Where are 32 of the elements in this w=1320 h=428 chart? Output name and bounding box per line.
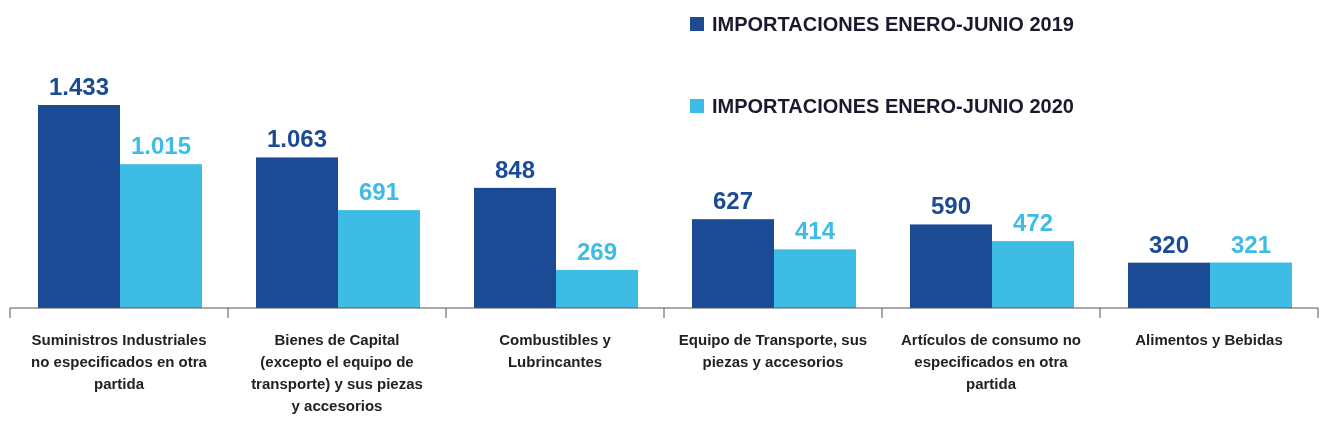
x-tick-label: Artículos de consumo no especificados en otra partida [900,331,1082,392]
data-label: 1.063 [266,125,328,153]
legend-label: IMPORTACIONES ENERO-JUNIO 2020 [712,95,1074,117]
data-label: 414 [794,217,836,245]
data-label: 269 [576,237,618,265]
bar [38,105,120,308]
x-tick-label: Equipo de Transporte, sus piezas y accesorios [678,331,868,370]
x-tick-label: Suministros Industriales no especificados en otra partida [31,331,208,392]
data-label: 472 [1012,209,1054,237]
bar [1128,262,1210,308]
bar [338,210,420,308]
x-tick-label: Alimentos y Bebidas [1135,331,1283,348]
bar [556,269,638,308]
data-label: 321 [1230,230,1272,258]
data-label: 1.015 [130,132,192,160]
bar [992,241,1074,308]
bar [120,164,202,308]
legend-label: IMPORTACIONES ENERO-JUNIO 2019 [712,13,1074,35]
data-label: 1.433 [48,73,110,100]
bar [910,224,992,308]
bar [774,249,856,308]
data-label: 627 [712,187,754,215]
bar [256,157,338,308]
bar [692,219,774,308]
x-tick-label: Bienes de Capital (excepto el equipo de transporte) y sus piezas y accesorios [251,331,423,414]
data-label: 691 [358,178,400,206]
data-label: 848 [494,155,536,183]
x-tick-label: Combustibles y Lubrincantes [499,331,612,370]
data-label: 590 [930,192,972,220]
bar [1210,262,1292,308]
data-label: 320 [1148,230,1190,258]
bar [474,187,556,308]
